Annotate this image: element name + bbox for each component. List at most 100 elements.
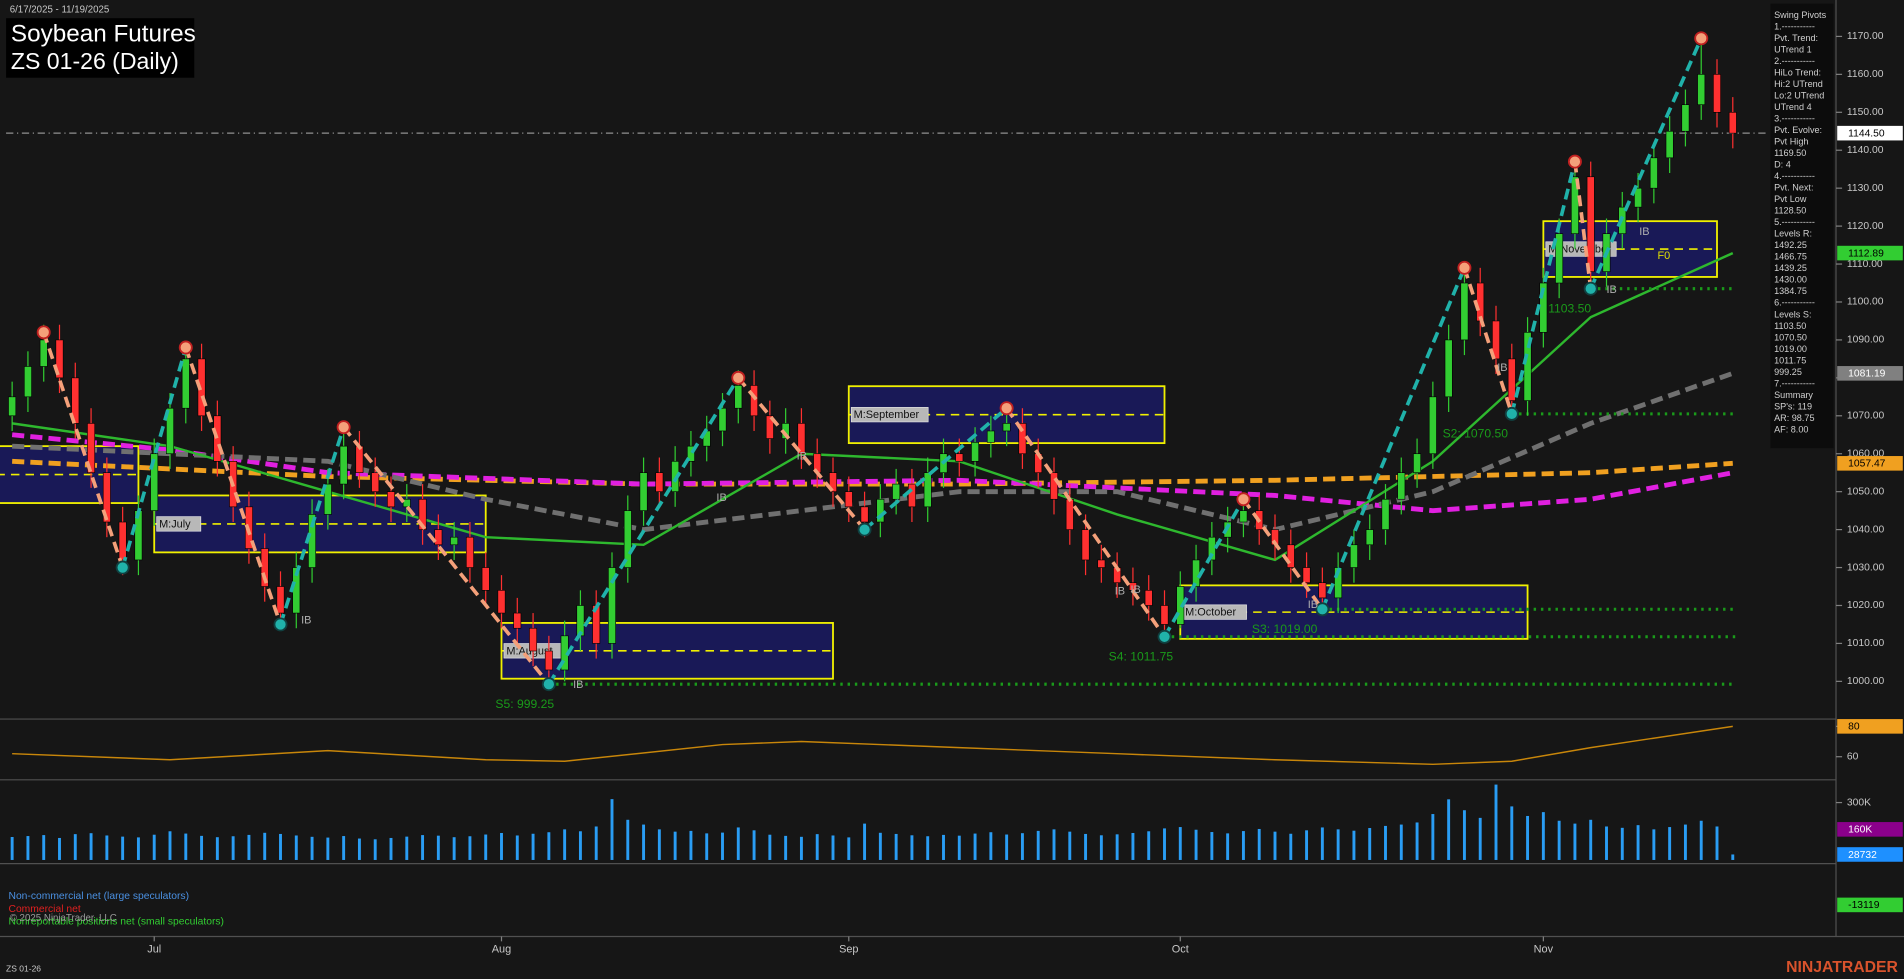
candle-body [1476, 282, 1485, 322]
price-tag-label: 1144.50 [1848, 128, 1885, 139]
volume-bar [1305, 830, 1309, 860]
candle-body [718, 407, 727, 432]
volume-bar [894, 833, 898, 860]
volume-bar [342, 836, 346, 860]
volume-bar [1336, 829, 1340, 860]
pivot-point [36, 325, 51, 340]
info-line: Summary [1774, 390, 1813, 400]
ib-marker: IB [1639, 226, 1649, 238]
pivot-leg [1462, 267, 1514, 415]
title-box [6, 18, 195, 78]
candle-body [529, 627, 538, 652]
volume-bar [89, 833, 93, 860]
volume-bar [721, 832, 724, 860]
pivot-point [1457, 260, 1472, 275]
candle-body [734, 385, 743, 409]
volume-bar [1241, 831, 1245, 860]
candle-body [892, 483, 901, 500]
volume-bar [768, 834, 772, 860]
volume-bar [1462, 810, 1466, 860]
price-tag-label: 1057.47 [1848, 459, 1886, 470]
pivot-point [1157, 629, 1172, 644]
pivot-leg [1005, 407, 1166, 638]
candle-body [844, 491, 853, 508]
cot-legend: Nonreportable positions net (small specu… [9, 917, 224, 928]
volume-bar [10, 837, 14, 860]
brand: NINJATRADER [1786, 959, 1898, 976]
price-tag [1837, 822, 1903, 837]
zone-label-box [156, 516, 202, 532]
info-line: 1103.50 [1774, 321, 1806, 331]
candle-body [1728, 111, 1737, 134]
volume-bar [1131, 832, 1135, 860]
info-line: 4.----------- [1774, 171, 1815, 181]
volume-bar [231, 836, 235, 860]
candle-body [181, 358, 190, 409]
volume-bar [215, 837, 219, 860]
volume-bar [1384, 825, 1387, 860]
pivot-leg [120, 347, 188, 569]
candle-body [1381, 498, 1390, 530]
pivot-leg [1320, 267, 1467, 610]
volume-bar [563, 829, 567, 860]
x-tick-label: Aug [492, 944, 511, 956]
candle-body [1160, 605, 1169, 625]
volume-bar [1052, 829, 1056, 860]
candle-body [1065, 498, 1074, 530]
volume-bar [294, 835, 298, 860]
volume-bar [1068, 831, 1072, 860]
y-tick-label: 1040.00 [1847, 524, 1885, 535]
y-tick-label: 1140.00 [1847, 145, 1884, 156]
pivot-leg [1510, 161, 1577, 415]
pivot-leg [1573, 161, 1593, 289]
volume-bar [436, 835, 440, 860]
candle-body [1349, 544, 1358, 568]
volume-bar [1210, 832, 1214, 860]
ib-marker: IB [1131, 584, 1141, 596]
volume-bar [942, 834, 945, 860]
volume-bar [1020, 833, 1024, 860]
candle-body [608, 567, 616, 644]
volume-bar [610, 799, 614, 860]
volume-bar [689, 830, 693, 860]
info-line: D: 4 [1774, 160, 1791, 170]
support-label: 1103.50 [1548, 302, 1591, 316]
volume-bar [1320, 827, 1324, 860]
volume-bar [310, 836, 314, 860]
volume-bar [1494, 784, 1498, 860]
candle-body [1097, 559, 1106, 568]
candle-body [1507, 358, 1516, 401]
volume-bar [1115, 834, 1119, 860]
y-tick-label: 1120.00 [1847, 221, 1884, 232]
volume-bar [357, 838, 361, 860]
candle-body [797, 423, 806, 455]
ib-marker: IB [797, 451, 807, 463]
price-tag [1837, 245, 1903, 261]
volume-bar [578, 831, 582, 860]
volume-bar [1163, 828, 1166, 860]
candle-body [55, 339, 64, 379]
candle-body [1444, 339, 1453, 398]
info-line: 2.----------- [1774, 56, 1815, 66]
volume-bar [200, 835, 204, 860]
volume-bar [105, 835, 109, 860]
volume-bar [752, 830, 756, 860]
price-tag-label: 28732 [1848, 850, 1877, 861]
volume-bar [1605, 826, 1608, 860]
plot-layer: M:JulyM:AugustM:SeptemberM:OctoberM:Nove… [0, 3, 1903, 956]
info-line: 1070.50 [1774, 332, 1807, 342]
y-tick-label: 1030.00 [1847, 562, 1885, 573]
candle-body [1649, 157, 1658, 189]
info-line: 3.----------- [1774, 114, 1815, 124]
candle-body [639, 472, 648, 511]
zone-label: M:November [1548, 244, 1611, 256]
support-label: S4: 1011.75 [1109, 650, 1174, 664]
candle-body [339, 445, 348, 485]
zone-label: M:July [159, 518, 191, 530]
candle-body [1002, 423, 1011, 432]
volume-bar [1147, 831, 1151, 860]
candle-body [655, 472, 664, 492]
chart-title: Soybean Futures [11, 21, 196, 48]
y-tick-label: 1110.00 [1847, 259, 1883, 270]
candle-body [1318, 582, 1327, 599]
